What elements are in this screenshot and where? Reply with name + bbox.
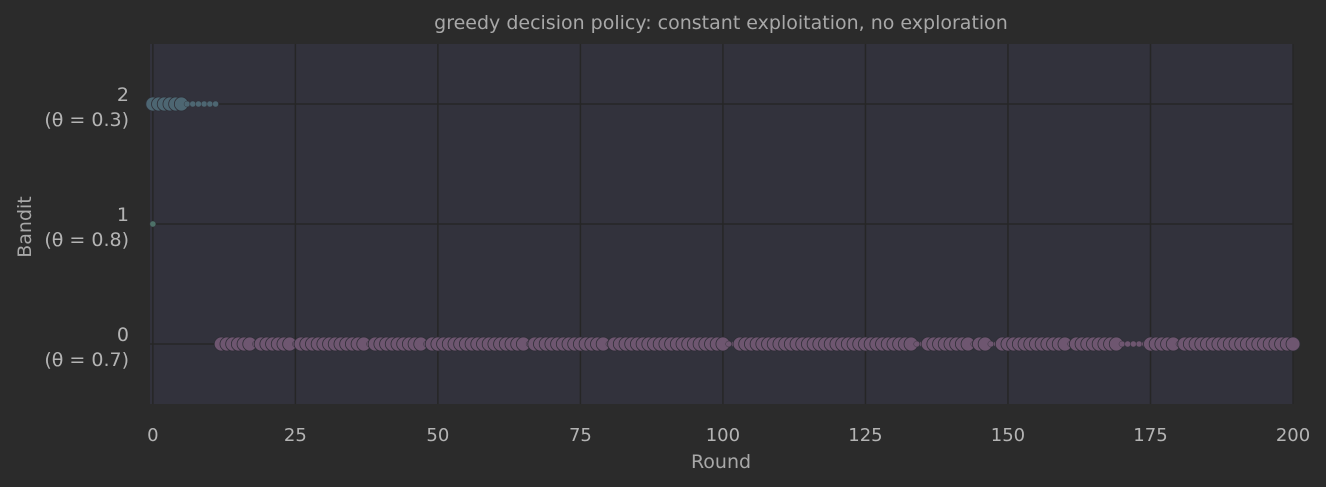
y-tick-labels: 0 (θ = 0.7) 1 (θ = 0.8) 2 (θ = 0.3) [44,84,129,371]
bandit-2-point [183,100,191,108]
y-tick-sublabel: (θ = 0.3) [44,109,129,131]
bandit-0-point [1124,340,1131,348]
bandit-2-point [212,100,219,108]
bandit-2-point [206,100,214,108]
x-tick-label: 200 [1276,425,1310,446]
x-tick-label: 50 [426,425,449,446]
bandit-2-point [189,100,196,108]
chart-title: greedy decision policy: constant exploit… [434,12,1008,34]
bandit-0-point [987,340,995,348]
bandit-0-point [725,340,732,348]
y-axis-label: Bandit [14,196,36,258]
x-tick-label: 25 [284,425,307,446]
x-tick-label: 150 [991,425,1025,446]
bandit-2-point [195,100,202,108]
bandit-1-point [149,220,157,228]
x-tick-label: 100 [706,425,740,446]
data-points [145,96,1301,352]
x-tick-label: 175 [1133,425,1167,446]
x-axis-label: Round [691,451,751,473]
y-tick-label: 2 [117,84,129,106]
bandit-0-point [913,340,920,348]
x-tick-labels: 0 25 50 75 100 125 150 175 200 [147,425,1310,446]
bandit-0-point [1118,340,1126,348]
x-tick-label: 125 [848,425,882,446]
bandit-0-point [1130,340,1137,348]
y-tick-label: 0 [117,324,129,346]
y-tick-sublabel: (θ = 0.7) [44,349,129,371]
bandit-0-point [1135,340,1143,348]
x-tick-label: 75 [569,425,592,446]
y-tick-label: 1 [117,204,129,226]
y-tick-sublabel: (θ = 0.8) [44,229,129,251]
bandit-0-point [1285,336,1301,352]
x-tick-label: 0 [147,425,158,446]
bandit-2-point [200,100,208,108]
